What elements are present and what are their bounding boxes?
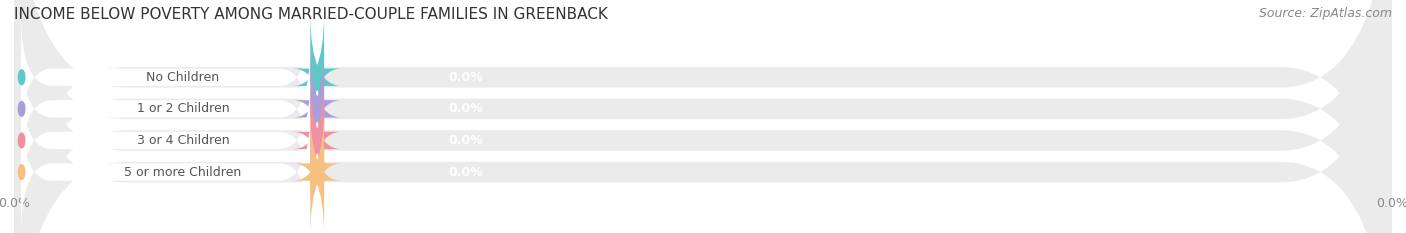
Circle shape <box>18 165 25 179</box>
FancyBboxPatch shape <box>21 108 311 233</box>
FancyBboxPatch shape <box>14 0 1392 233</box>
FancyBboxPatch shape <box>292 108 342 233</box>
Text: 0.0%: 0.0% <box>449 166 482 178</box>
Circle shape <box>18 133 25 148</box>
FancyBboxPatch shape <box>14 0 1392 233</box>
Text: 0.0%: 0.0% <box>449 134 482 147</box>
Text: 5 or more Children: 5 or more Children <box>124 166 242 178</box>
FancyBboxPatch shape <box>14 0 1392 233</box>
Text: 0.0%: 0.0% <box>449 71 482 84</box>
Text: INCOME BELOW POVERTY AMONG MARRIED-COUPLE FAMILIES IN GREENBACK: INCOME BELOW POVERTY AMONG MARRIED-COUPL… <box>14 7 607 22</box>
Text: 1 or 2 Children: 1 or 2 Children <box>136 102 229 115</box>
Text: 3 or 4 Children: 3 or 4 Children <box>136 134 229 147</box>
FancyBboxPatch shape <box>292 77 342 204</box>
FancyBboxPatch shape <box>21 45 311 173</box>
FancyBboxPatch shape <box>292 14 342 141</box>
FancyBboxPatch shape <box>292 45 342 173</box>
FancyBboxPatch shape <box>14 0 1392 233</box>
FancyBboxPatch shape <box>21 14 311 141</box>
Text: 0.0%: 0.0% <box>449 102 482 115</box>
Text: Source: ZipAtlas.com: Source: ZipAtlas.com <box>1258 7 1392 20</box>
Circle shape <box>18 101 25 116</box>
Circle shape <box>18 70 25 85</box>
FancyBboxPatch shape <box>21 77 311 204</box>
Text: No Children: No Children <box>146 71 219 84</box>
